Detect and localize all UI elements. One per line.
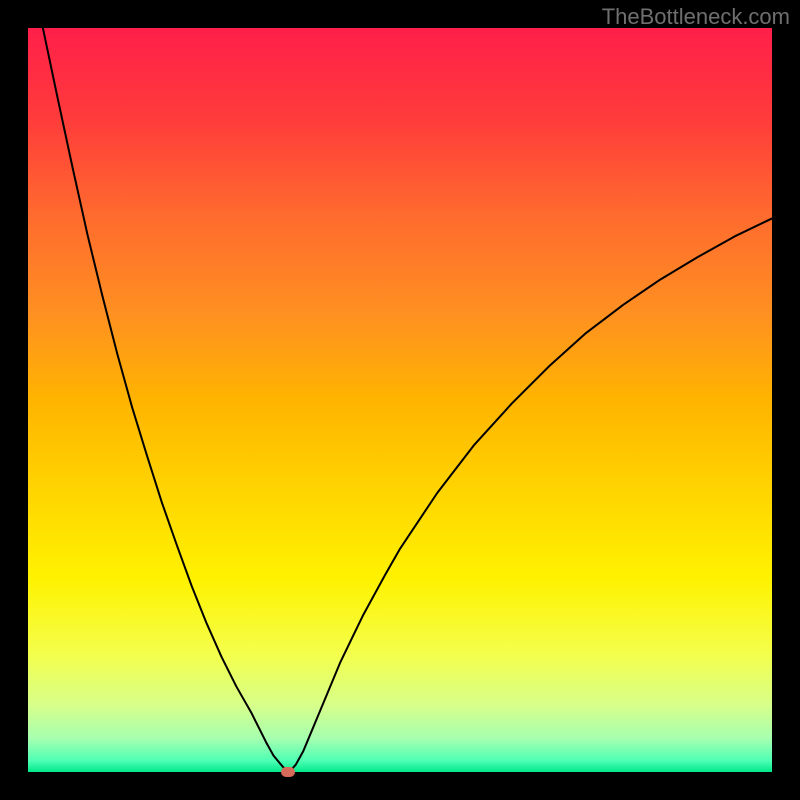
plot-area <box>28 28 772 772</box>
gradient-background <box>28 28 772 772</box>
watermark-text: TheBottleneck.com <box>602 4 790 30</box>
bottleneck-marker <box>281 767 295 777</box>
chart-canvas: TheBottleneck.com <box>0 0 800 800</box>
